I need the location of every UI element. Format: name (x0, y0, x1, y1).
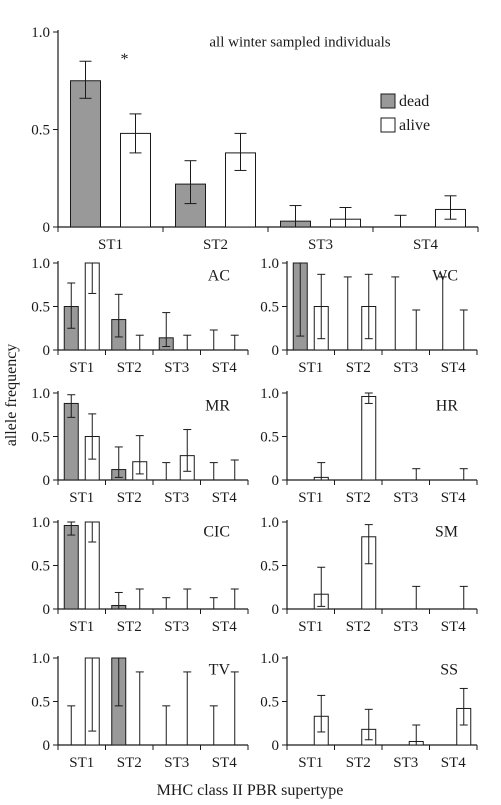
panel-title: WC (432, 267, 458, 284)
x-tick-label: ST1 (69, 619, 94, 635)
bar-alive (361, 395, 377, 481)
x-tick-label: ST2 (346, 360, 371, 376)
x-tick-label: ST2 (117, 490, 142, 506)
y-tick-label: 0.5 (260, 695, 279, 711)
y-tick-label: 1.0 (31, 25, 50, 41)
x-tick-label: ST2 (346, 490, 371, 506)
x-tick-label: ST4 (413, 237, 439, 253)
y-axis-label: allele frequency (3, 344, 20, 447)
chart-panel: 0 0.5 1.0 ST1 ST2 ST3 ST4 AC (31, 256, 249, 376)
x-tick-label: ST2 (346, 619, 371, 635)
y-tick-label: 0 (43, 738, 51, 754)
x-tick-label: ST3 (164, 619, 189, 635)
x-tick-label: ST1 (69, 755, 94, 771)
x-tick-label: ST1 (298, 490, 323, 506)
y-tick-label: 1.0 (260, 256, 279, 272)
y-tick-label: 1.0 (31, 386, 50, 402)
panel-title: all winter sampled individuals (209, 35, 390, 51)
y-tick-label: 1.0 (260, 386, 279, 402)
x-axis-label: MHC class II PBR supertype (157, 782, 344, 799)
y-tick-label: 1.0 (31, 256, 50, 272)
x-tick-label: ST3 (393, 619, 418, 635)
panel-title: CIC (203, 523, 230, 540)
x-tick-label: ST1 (98, 237, 123, 253)
panel-title: SS (440, 661, 458, 678)
x-tick-label: ST3 (164, 360, 189, 376)
x-tick-label: ST1 (298, 360, 323, 376)
chart-panel: 0 0.5 1.0 ST1 ST2 ST3 ST4 SM (260, 515, 478, 635)
y-tick-label: 0 (43, 343, 51, 359)
y-tick-label: 0.5 (260, 559, 279, 575)
y-tick-label: 0.5 (31, 300, 50, 316)
chart-panel: 0 0.5 1.0 ST1 ST2 ST3 ST4 CIC (31, 515, 249, 635)
x-tick-label: ST4 (441, 360, 467, 376)
x-tick-label: ST1 (298, 619, 323, 635)
y-tick-label: 0.5 (260, 430, 279, 446)
y-tick-label: 0 (43, 602, 51, 618)
bar-alive (120, 132, 151, 228)
x-tick-label: ST2 (203, 237, 228, 253)
x-tick-label: ST4 (441, 755, 467, 771)
y-tick-label: 0 (272, 738, 280, 754)
chart-panel: 0 0.5 1.0 ST1 ST2 ST3 ST4 TV (31, 651, 249, 771)
panel-title: TV (209, 661, 231, 678)
y-tick-label: 0 (43, 473, 51, 489)
x-tick-label: ST3 (393, 360, 418, 376)
x-tick-label: ST3 (393, 490, 418, 506)
x-tick-label: ST2 (346, 755, 371, 771)
chart-panel: 0 0.5 1.0 ST1 ST2 ST3 ST4 HR (260, 386, 478, 506)
bar-dead (63, 524, 79, 610)
x-tick-label: ST4 (212, 360, 238, 376)
x-tick-label: ST3 (308, 237, 333, 253)
x-tick-label: ST3 (393, 755, 418, 771)
legend-swatch-alive (380, 117, 396, 133)
chart-panel: 0 0.5 1.0 ST1 ST2 ST3 ST4 MR (31, 386, 249, 506)
y-tick-label: 0.5 (31, 123, 50, 139)
y-tick-label: 0.5 (31, 695, 50, 711)
y-tick-label: 0 (43, 220, 51, 236)
legend-label-alive: alive (399, 117, 430, 134)
legend: dead alive (380, 93, 430, 134)
y-tick-label: 1.0 (260, 515, 279, 531)
panel-title: AC (208, 267, 230, 284)
panel-title: MR (205, 397, 230, 414)
x-tick-label: ST4 (212, 490, 238, 506)
y-tick-label: 0.5 (31, 559, 50, 575)
x-tick-label: ST1 (298, 755, 323, 771)
bar-dead (70, 80, 101, 228)
x-tick-label: ST3 (164, 755, 189, 771)
panels: 0 0.5 1.0 ST1 ST2 ST3 ST4 all winter sampled in… (31, 25, 479, 771)
x-tick-label: ST4 (441, 490, 467, 506)
x-tick-label: ST2 (117, 619, 142, 635)
x-tick-label: ST4 (441, 619, 467, 635)
legend-swatch-dead (380, 93, 396, 109)
chart-panel: 0 0.5 1.0 ST1 ST2 ST3 ST4 all winter sampled in… (31, 25, 479, 253)
x-tick-label: ST4 (212, 619, 238, 635)
x-tick-label: ST1 (69, 490, 94, 506)
chart-panel: 0 0.5 1.0 ST1 ST2 ST3 ST4 SS (260, 651, 478, 771)
panel-title: HR (436, 397, 459, 414)
y-tick-label: 0 (272, 343, 280, 359)
legend-label-dead: dead (399, 93, 429, 110)
y-tick-label: 1.0 (260, 651, 279, 667)
x-tick-label: ST2 (117, 360, 142, 376)
y-tick-label: 0.5 (31, 430, 50, 446)
y-tick-label: 1.0 (31, 651, 50, 667)
y-tick-label: 0.5 (260, 300, 279, 316)
x-tick-label: ST2 (117, 755, 142, 771)
y-tick-label: 0 (272, 473, 280, 489)
y-tick-label: 1.0 (31, 515, 50, 531)
chart-panel: 0 0.5 1.0 ST1 ST2 ST3 ST4 WC (260, 256, 478, 376)
x-tick-label: ST4 (212, 755, 238, 771)
x-tick-label: ST1 (69, 360, 94, 376)
significance-marker: * (121, 51, 129, 68)
panel-title: SM (435, 523, 458, 540)
y-tick-label: 0 (272, 602, 280, 618)
x-tick-label: ST3 (164, 490, 189, 506)
